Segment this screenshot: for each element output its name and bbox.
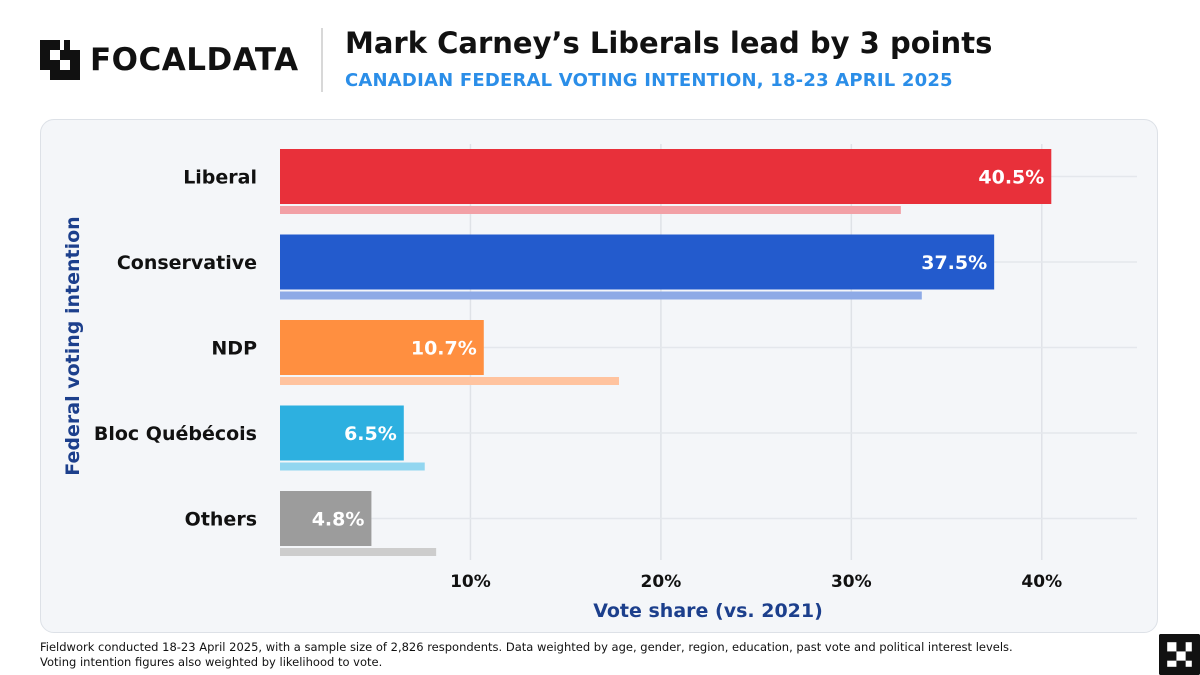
category-label: Others: [185, 509, 257, 531]
value-label: 10.7%: [411, 338, 477, 360]
category-label: Conservative: [117, 252, 257, 274]
footnote-line-2: Voting intention figures also weighted b…: [40, 655, 383, 669]
footnote: Fieldwork conducted 18-23 April 2025, wi…: [40, 640, 1100, 670]
bar-2021-ndp: [280, 377, 619, 385]
y-axis-title: Federal voting intention: [62, 216, 84, 475]
bar-2021-others: [280, 548, 437, 556]
bar-others: [280, 491, 372, 546]
x-axis-title: Vote share (vs. 2021): [593, 600, 823, 622]
category-label: Liberal: [183, 167, 257, 189]
bar-2021-bloc-qu-b-cois: [280, 462, 425, 471]
bar-chart: 40.5% Liberal 37.5% Conservative 10.7% NDP 6.5…: [62, 144, 1137, 622]
x-tick-label: 10%: [450, 572, 491, 592]
header-divider: [321, 28, 323, 92]
chart-panel: 40.5% Liberal 37.5% Conservative 10.7% NDP 6.5…: [40, 119, 1158, 633]
bar-2021-liberal: [280, 206, 901, 214]
focaldata-corner-logo-icon: [1159, 634, 1200, 675]
category-label: NDP: [211, 338, 257, 360]
bar-liberal: [280, 149, 1052, 204]
focaldata-logo-icon: [40, 40, 80, 80]
bar-ndp: [280, 320, 484, 375]
category-label: Bloc Québécois: [94, 423, 257, 445]
value-label: 6.5%: [344, 423, 397, 445]
brand-name: FOCALDATA: [90, 42, 299, 78]
bar-2021-conservative: [280, 291, 922, 300]
bar-conservative: [280, 234, 995, 290]
x-tick-label: 20%: [641, 572, 682, 592]
chart-subtitle: CANADIAN FEDERAL VOTING INTENTION, 18-23…: [345, 70, 953, 91]
bar-bloc-qu-b-cois: [280, 405, 404, 461]
brand: FOCALDATA: [40, 40, 299, 80]
footnote-line-1: Fieldwork conducted 18-23 April 2025, wi…: [40, 640, 1013, 654]
value-label: 40.5%: [978, 167, 1044, 189]
x-tick-label: 30%: [831, 572, 872, 592]
value-label: 4.8%: [312, 509, 365, 531]
chart-title: Mark Carney’s Liberals lead by 3 points: [345, 26, 993, 60]
x-tick-label: 40%: [1021, 572, 1062, 592]
value-label: 37.5%: [921, 252, 987, 274]
